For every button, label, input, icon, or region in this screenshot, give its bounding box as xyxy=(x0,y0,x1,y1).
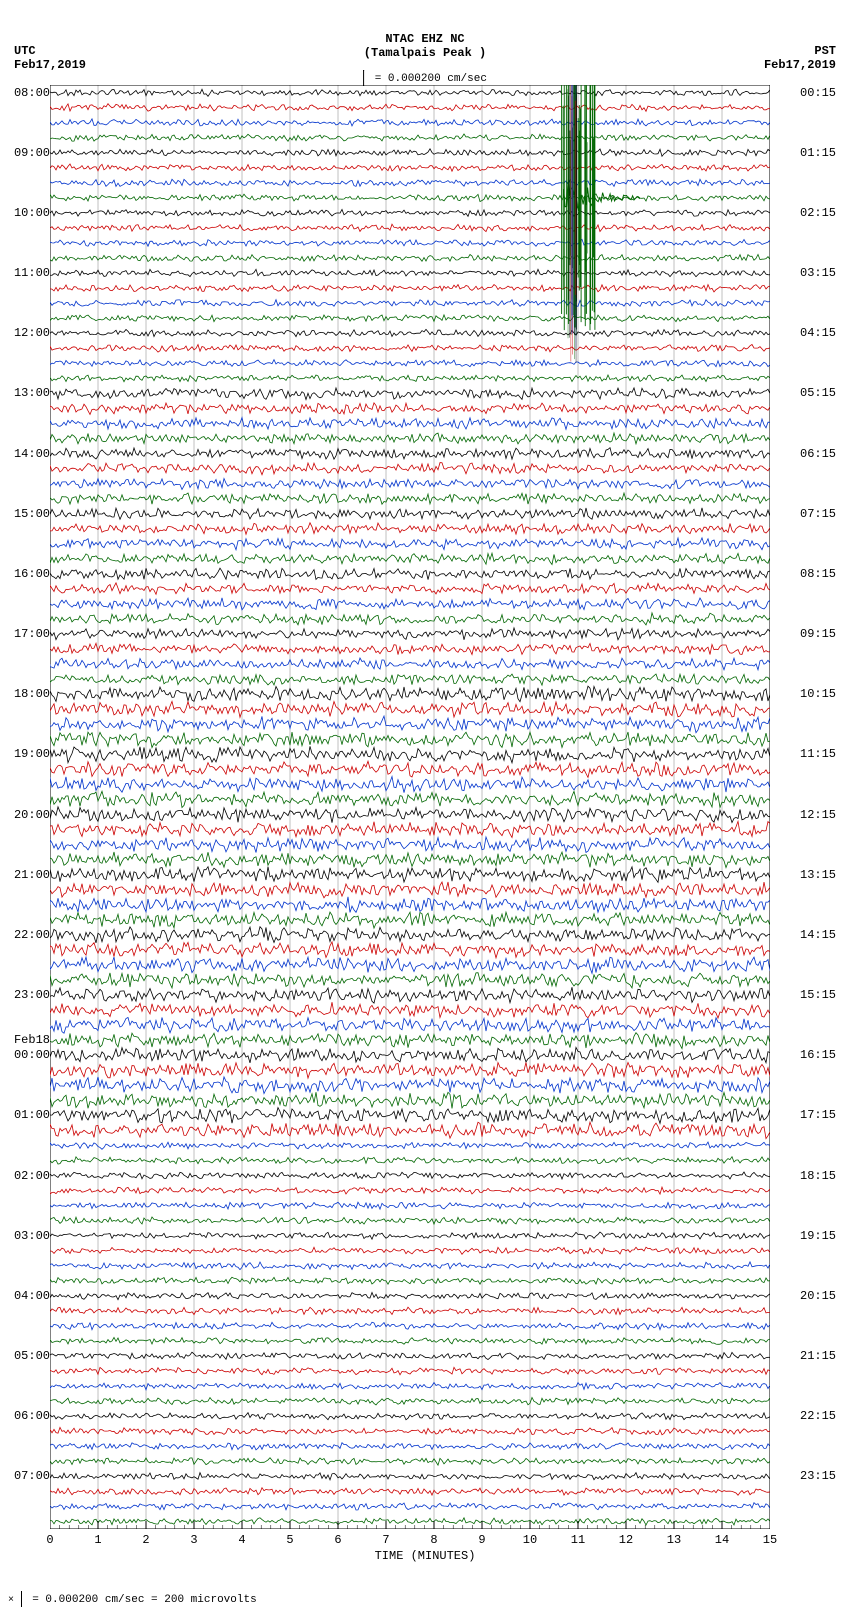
left-time-label: 08:00 xyxy=(6,86,50,100)
right-time-label: 11:15 xyxy=(800,747,844,761)
right-time-label: 17:15 xyxy=(800,1108,844,1122)
right-time-label: 12:15 xyxy=(800,808,844,822)
x-tick-label: 3 xyxy=(190,1533,197,1547)
right-time-label: 22:15 xyxy=(800,1409,844,1423)
right-time-label: 23:15 xyxy=(800,1469,844,1483)
right-tz-label: PST xyxy=(764,44,836,58)
left-time-label: 01:00 xyxy=(6,1108,50,1122)
scale-indicator: = 0.000200 cm/sec xyxy=(363,70,487,86)
station-name: (Tamalpais Peak ) xyxy=(364,46,486,60)
right-time-label: 06:15 xyxy=(800,447,844,461)
helicorder-plot xyxy=(50,85,770,1529)
left-time-label: 11:00 xyxy=(6,266,50,280)
right-time-label: 05:15 xyxy=(800,386,844,400)
right-time-label: 14:15 xyxy=(800,928,844,942)
left-time-label: 04:00 xyxy=(6,1289,50,1303)
right-date-label: Feb17,2019 xyxy=(764,58,836,72)
left-time-label: 03:00 xyxy=(6,1229,50,1243)
header-title: NTAC EHZ NC (Tamalpais Peak ) xyxy=(364,32,486,61)
footer-scale-text: = 0.000200 cm/sec = 200 microvolts xyxy=(32,1594,256,1606)
x-tick-label: 11 xyxy=(571,1533,585,1547)
header-right: PST Feb17,2019 xyxy=(764,44,836,72)
right-time-label: 10:15 xyxy=(800,687,844,701)
footer-scale-bar-icon xyxy=(21,1591,22,1607)
seismogram-page: UTC Feb17,2019 NTAC EHZ NC (Tamalpais Pe… xyxy=(0,0,850,1613)
left-time-label: 06:00 xyxy=(6,1409,50,1423)
left-time-label: 15:00 xyxy=(6,507,50,521)
x-tick-label: 8 xyxy=(430,1533,437,1547)
scale-bar-icon xyxy=(363,70,364,86)
x-tick-label: 9 xyxy=(478,1533,485,1547)
footer-scale: × = 0.000200 cm/sec = 200 microvolts xyxy=(8,1591,257,1607)
x-tick-label: 1 xyxy=(94,1533,101,1547)
x-tick-label: 2 xyxy=(142,1533,149,1547)
right-time-label: 03:15 xyxy=(800,266,844,280)
left-time-label: 12:00 xyxy=(6,326,50,340)
left-time-label: 14:00 xyxy=(6,447,50,461)
left-time-label: 07:00 xyxy=(6,1469,50,1483)
right-time-label: 09:15 xyxy=(800,627,844,641)
left-time-label: 20:00 xyxy=(6,808,50,822)
left-time-label: 09:00 xyxy=(6,146,50,160)
station-code: NTAC EHZ NC xyxy=(364,32,486,46)
right-time-label: 02:15 xyxy=(800,206,844,220)
left-time-label: 17:00 xyxy=(6,627,50,641)
right-time-label: 16:15 xyxy=(800,1048,844,1062)
x-tick-label: 0 xyxy=(46,1533,53,1547)
left-time-label: 22:00 xyxy=(6,928,50,942)
left-time-label: 16:00 xyxy=(6,567,50,581)
left-time-label: 00:00 xyxy=(6,1048,50,1062)
left-time-label: 21:00 xyxy=(6,868,50,882)
left-time-label: 13:00 xyxy=(6,386,50,400)
right-time-label: 15:15 xyxy=(800,988,844,1002)
left-time-label: 19:00 xyxy=(6,747,50,761)
header-left: UTC Feb17,2019 xyxy=(14,44,86,72)
left-tz-label: UTC xyxy=(14,44,86,58)
right-time-label: 08:15 xyxy=(800,567,844,581)
left-time-label: 23:00 xyxy=(6,988,50,1002)
x-tick-label: 14 xyxy=(715,1533,729,1547)
seismogram-svg xyxy=(50,85,770,1529)
right-time-label: 00:15 xyxy=(800,86,844,100)
left-time-label: Feb18 xyxy=(6,1033,50,1047)
right-time-label: 01:15 xyxy=(800,146,844,160)
left-time-label: 10:00 xyxy=(6,206,50,220)
right-time-label: 20:15 xyxy=(800,1289,844,1303)
scale-text: = 0.000200 cm/sec xyxy=(375,73,487,85)
left-date-label: Feb17,2019 xyxy=(14,58,86,72)
x-tick-label: 4 xyxy=(238,1533,245,1547)
x-tick-label: 10 xyxy=(523,1533,537,1547)
x-tick-label: 12 xyxy=(619,1533,633,1547)
left-time-label: 18:00 xyxy=(6,687,50,701)
left-time-label: 05:00 xyxy=(6,1349,50,1363)
x-tick-label: 13 xyxy=(667,1533,681,1547)
right-time-label: 19:15 xyxy=(800,1229,844,1243)
x-axis-label: TIME (MINUTES) xyxy=(375,1549,476,1563)
x-tick-label: 15 xyxy=(763,1533,777,1547)
x-tick-label: 6 xyxy=(334,1533,341,1547)
right-time-label: 13:15 xyxy=(800,868,844,882)
right-time-label: 04:15 xyxy=(800,326,844,340)
right-time-label: 18:15 xyxy=(800,1169,844,1183)
x-tick-label: 7 xyxy=(382,1533,389,1547)
left-time-label: 02:00 xyxy=(6,1169,50,1183)
x-tick-label: 5 xyxy=(286,1533,293,1547)
right-time-label: 07:15 xyxy=(800,507,844,521)
right-time-label: 21:15 xyxy=(800,1349,844,1363)
